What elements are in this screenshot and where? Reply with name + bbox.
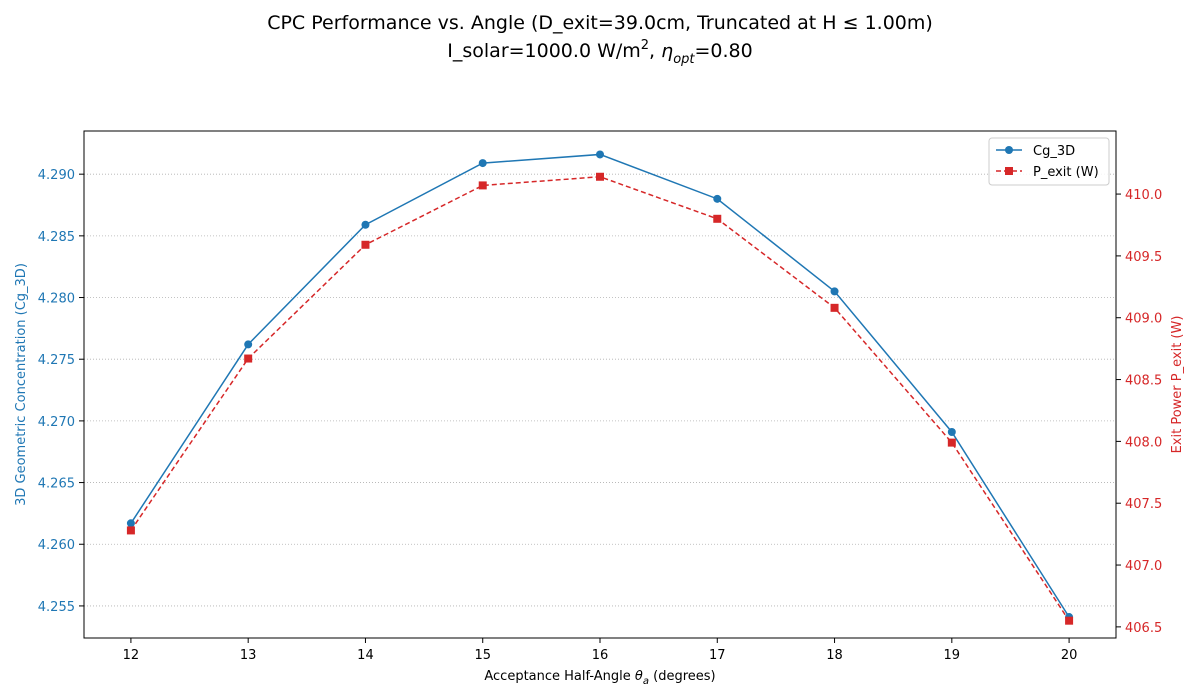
y-left-tick-label: 4.260	[38, 538, 75, 553]
y-left-tick-label: 4.265	[38, 477, 75, 492]
data-point-pexit	[361, 240, 370, 249]
x-tick-label: 13	[240, 648, 257, 663]
xlabel-suffix: (degrees)	[649, 669, 716, 684]
data-point-pexit	[713, 214, 722, 223]
y-right-tick-label: 409.5	[1125, 250, 1162, 265]
data-point-cg3d	[361, 220, 370, 229]
chart-title: CPC Performance vs. Angle (D_exit=39.0cm…	[267, 12, 933, 34]
data-point-cg3d	[244, 340, 253, 349]
chart-subtitle: I_solar=1000.0 W/m2, ηopt=0.80	[447, 38, 752, 67]
plot-frame	[83, 130, 1117, 639]
x-axis-label: Acceptance Half-Angle θa (degrees)	[484, 669, 715, 687]
x-tick-label: 16	[592, 648, 609, 663]
y-left-tick-label: 4.285	[38, 230, 75, 245]
data-point-pexit	[244, 354, 253, 363]
y-right-tick-label: 406.5	[1125, 621, 1162, 636]
y-right-tick-label: 407.5	[1125, 497, 1162, 512]
data-point-cg3d	[126, 519, 135, 528]
xlabel-prefix: Acceptance Half-Angle	[484, 669, 635, 684]
xlabel-theta: θ	[635, 669, 643, 684]
y-right-tick-label: 408.5	[1125, 374, 1162, 389]
series-line-cg3d	[130, 153, 1070, 618]
y-right-tick-label: 407.0	[1125, 559, 1162, 574]
left-y-axis-label: 3D Geometric Concentration (Cg_3D)	[14, 263, 29, 506]
xlabel-theta-sub: a	[643, 676, 649, 687]
legend-item-pexit: P_exit (W)	[996, 165, 1099, 180]
series-layer	[126, 150, 1074, 625]
right-y-axis: 406.5 407.0 407.5 408.0 408.5 409.0 409.5 410.0	[1116, 188, 1162, 636]
x-tick-label: 18	[826, 648, 843, 663]
subtitle-eta: η	[661, 40, 673, 62]
series-line-pexit	[130, 175, 1070, 622]
subtitle-eta-sub: opt	[673, 52, 695, 67]
x-tick-label: 17	[709, 648, 726, 663]
legend-label-cg3d: Cg_3D	[1033, 144, 1075, 159]
x-tick-label: 20	[1061, 648, 1078, 663]
legend-item-cg3d: Cg_3D	[996, 144, 1075, 159]
right-y-axis-label: Exit Power P_exit (W)	[1170, 316, 1185, 454]
legend-swatch-marker-pexit	[1005, 167, 1013, 175]
y-left-tick-label: 4.290	[38, 168, 75, 183]
subtitle-prefix: I_solar=1000.0 W/m	[447, 40, 641, 62]
y-right-tick-label: 409.0	[1125, 312, 1162, 327]
y-left-tick-label: 4.270	[38, 415, 75, 430]
data-point-pexit	[126, 526, 135, 535]
data-point-pexit	[478, 181, 487, 190]
x-tick-label: 19	[944, 648, 961, 663]
data-point-cg3d	[947, 427, 956, 436]
left-y-axis: 4.255 4.260 4.265 4.270 4.275 4.280 4.285 4.290	[38, 168, 84, 615]
data-point-cg3d	[713, 194, 722, 203]
legend: Cg_3D P_exit (W)	[988, 137, 1110, 186]
x-axis: 12 13 14 15 16 17 18 19 20	[123, 638, 1078, 663]
y-left-tick-label: 4.280	[38, 292, 75, 307]
legend-swatch-marker-cg3d	[1005, 146, 1013, 154]
y-left-tick-label: 4.255	[38, 600, 75, 615]
y-right-tick-label: 408.0	[1125, 435, 1162, 450]
grid	[84, 173, 1116, 607]
y-right-tick-label: 410.0	[1125, 188, 1162, 203]
y-left-tick-label: 4.275	[38, 353, 75, 368]
data-point-cg3d	[596, 150, 604, 159]
data-point-cg3d	[478, 159, 487, 168]
x-tick-label: 15	[474, 648, 491, 663]
data-point-pexit	[947, 438, 956, 447]
data-point-cg3d	[830, 287, 839, 296]
x-tick-label: 12	[123, 648, 140, 663]
subtitle-mid: ,	[649, 40, 661, 62]
legend-label-pexit: P_exit (W)	[1033, 165, 1099, 180]
data-point-pexit	[596, 172, 604, 181]
subtitle-suffix: =0.80	[695, 40, 753, 62]
x-tick-label: 14	[357, 648, 374, 663]
data-point-pexit	[1065, 616, 1074, 625]
subtitle-sup: 2	[641, 38, 649, 53]
data-point-pexit	[830, 303, 839, 312]
